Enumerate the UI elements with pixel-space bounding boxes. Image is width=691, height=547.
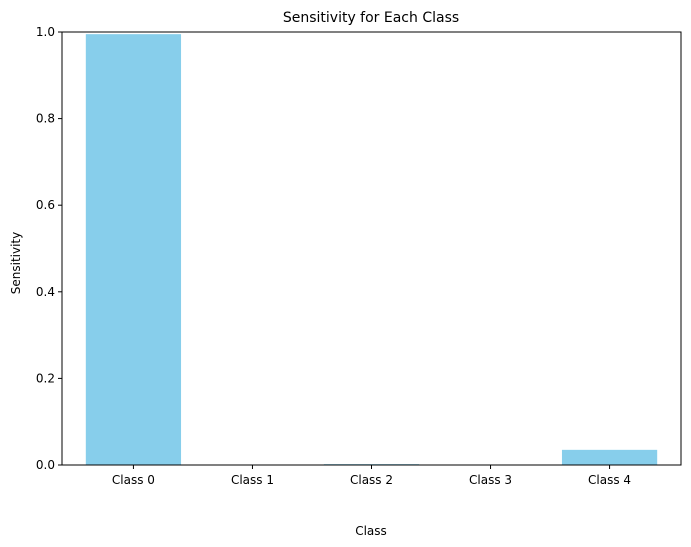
y-tick-label: 0.4	[36, 285, 55, 299]
bar-class-0	[85, 34, 182, 465]
x-tick-label: Class 0	[112, 473, 155, 487]
y-tick-label: 1.0	[36, 25, 55, 39]
x-axis-label: Class	[355, 524, 387, 538]
y-tick-label: 0.6	[36, 198, 55, 212]
y-tick-label: 0.0	[36, 458, 55, 472]
x-tick-label: Class 1	[231, 473, 274, 487]
bar-group	[85, 34, 658, 465]
x-axis-ticks: Class 0 Class 1 Class 2 Class 3 Class 4	[112, 465, 631, 487]
x-tick-label: Class 2	[350, 473, 393, 487]
x-tick-label: Class 4	[588, 473, 631, 487]
y-tick-label: 0.2	[36, 371, 55, 385]
y-axis-label: Sensitivity	[9, 232, 23, 294]
y-tick-label: 0.8	[36, 112, 55, 126]
y-axis-ticks: 0.0 0.2 0.4 0.6 0.8 1.0	[36, 25, 62, 472]
plot-frame	[61, 31, 682, 466]
chart-title: Sensitivity for Each Class	[283, 10, 459, 26]
bar-class-4	[561, 449, 658, 465]
x-tick-label: Class 3	[469, 473, 512, 487]
